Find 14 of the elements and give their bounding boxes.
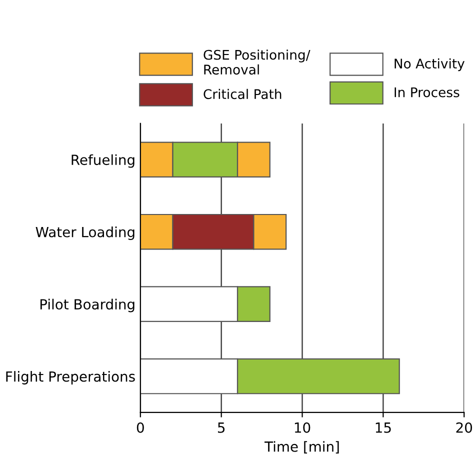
- y-tick-label: Water Loading: [36, 226, 134, 240]
- x-tick-label: 5: [218, 422, 225, 433]
- y-tick-label: Pilot Boarding: [40, 298, 134, 312]
- x-tick-label: 20: [456, 422, 472, 433]
- x-tick-label: 15: [376, 422, 391, 433]
- x-tick-label: 10: [294, 422, 310, 433]
- legend-label: No Activity: [394, 58, 465, 72]
- y-tick-label: Flight Preperations: [6, 371, 135, 384]
- x-axis-title: Time [min]: [264, 441, 339, 454]
- legend-label: GSE Positioning/ Removal: [204, 50, 310, 75]
- legend-label: In Process: [394, 87, 460, 98]
- legend-label: Critical Path: [204, 88, 282, 100]
- y-tick-label: Refueling: [72, 154, 134, 168]
- x-tick-label: 0: [136, 422, 144, 433]
